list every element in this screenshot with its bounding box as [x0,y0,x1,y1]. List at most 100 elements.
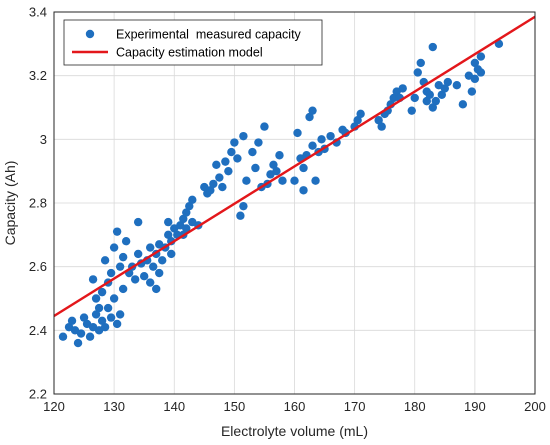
data-point [290,176,299,185]
data-point [188,195,197,205]
data-point [149,262,158,271]
data-point [458,100,468,109]
plot-frame [53,11,536,395]
data-point [185,201,194,211]
data-point [155,268,164,278]
x-tick-label: 160 [284,399,306,414]
data-point [97,316,107,325]
data-point [476,68,486,77]
data-point [275,151,284,160]
data-point [428,42,437,52]
data-point [410,93,419,103]
data-point [91,310,101,319]
data-point [230,138,239,147]
data-point [353,116,362,125]
data-point [299,186,308,195]
data-point [179,214,188,224]
x-tick-label: 140 [163,399,185,414]
data-point [100,322,110,332]
data-point [115,310,125,319]
data-point [398,84,407,93]
data-point [118,252,128,262]
y-tick-label: 2.2 [29,387,47,402]
data-point [452,81,462,90]
grid [53,11,536,395]
data-point [118,284,128,294]
data-point [100,256,110,265]
data-point [85,332,95,341]
data-point [218,182,227,192]
data-point [413,68,422,77]
data-point [133,217,143,227]
data-point [311,176,320,185]
x-tick-label: 180 [404,399,426,414]
data-point [73,338,83,348]
data-point [440,84,450,93]
data-point [103,303,113,313]
data-point [356,109,365,119]
x-tick-label: 120 [43,399,65,414]
chart-series [53,15,536,348]
data-point [97,287,107,297]
data-point [109,243,119,252]
legend-marker-measured [85,29,95,39]
data-point [437,90,447,99]
x-tick-label: 170 [344,399,366,414]
data-point [224,166,233,176]
data-point [260,122,269,131]
data-point [377,122,386,131]
data-point [272,166,281,176]
data-point [470,58,480,68]
y-tick-label: 2.4 [29,323,47,338]
data-point [416,58,425,68]
data-point [58,332,68,341]
data-point [428,103,437,112]
data-point [299,163,308,173]
data-point [227,147,236,157]
data-point [221,157,230,166]
data-point [139,272,149,281]
data-point [76,329,86,338]
y-axis-label: Capacity (Ah) [2,161,18,246]
data-point [67,316,77,325]
data-point [112,227,122,236]
data-point [251,163,260,173]
data-point [164,230,173,240]
data-point [146,243,155,252]
data-point [422,96,431,106]
data-point [326,131,335,141]
data-point [278,176,287,185]
x-tick-label: 150 [224,399,246,414]
data-point [94,303,104,313]
data-point [79,313,89,322]
data-point [206,186,215,195]
data-point [470,74,480,84]
x-tick-label: 130 [103,399,125,414]
data-point [476,52,486,61]
data-point [407,106,416,115]
data-point [109,294,119,303]
data-point [239,131,248,141]
data-point [106,268,116,278]
x-tick-label: 200 [524,399,546,414]
data-point [209,179,218,189]
data-point [248,147,257,157]
data-point [305,112,314,122]
data-point [112,319,122,329]
data-point [152,284,161,294]
y-tick-label: 2.8 [29,196,47,211]
y-tick-label: 2.6 [29,259,47,274]
data-point [158,256,167,265]
data-point [374,116,383,125]
legend-label-measured: Experimental measured capacity [116,28,302,42]
legend: Experimental measured capacity Capacity … [63,19,323,66]
data-point [467,87,477,96]
tick-labels: 120 130 140 150 160 170 180 190 200 2.2 2.4 2.6 2.8 3… [29,5,546,415]
data-point [182,224,191,233]
data-point [239,201,248,211]
x-axis-label: Electrolyte volume (mL) [221,423,368,439]
data-point [88,275,98,284]
data-point [115,262,125,271]
data-point [431,96,440,106]
